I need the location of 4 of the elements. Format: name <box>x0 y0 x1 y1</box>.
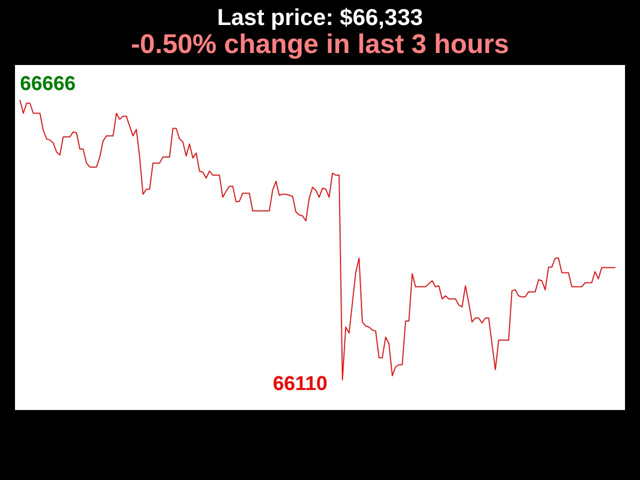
data-label: 66110 <box>272 372 328 395</box>
data-label: 66666 <box>20 73 76 96</box>
chart-subtitle: -0.50% change in last 3 hours <box>130 29 510 59</box>
chart-title: Last price: $66,333 <box>217 4 423 30</box>
